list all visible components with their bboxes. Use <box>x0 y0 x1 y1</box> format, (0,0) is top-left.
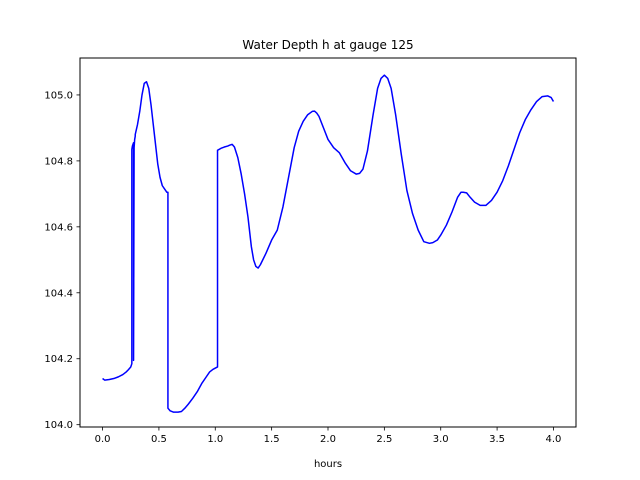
series-line-0 <box>102 74 555 413</box>
y-axis: 104.0 104.2 104.4 104.6 104.8 105.0 <box>44 90 80 431</box>
x-tick-label: 3.0 <box>433 434 449 445</box>
y-tick-label: 104.2 <box>44 354 73 365</box>
y-tick-label: 104.0 <box>44 420 73 431</box>
x-tick-label: 4.0 <box>546 434 562 445</box>
x-tick-label: 3.5 <box>489 434 505 445</box>
x-tick-label: 0.5 <box>151 434 167 445</box>
x-tick-label: 0.0 <box>95 434 111 445</box>
x-tick-label: 1.5 <box>264 434 280 445</box>
x-axis-label: hours <box>314 459 342 470</box>
x-axis: 0.0 0.5 1.0 1.5 2.0 2.5 3.0 3.5 4.0 <box>95 427 562 445</box>
y-tick-label: 104.6 <box>44 222 73 233</box>
y-tick-label: 104.4 <box>44 288 73 299</box>
chart-title: Water Depth h at gauge 125 <box>242 38 413 52</box>
y-tick-label: 105.0 <box>44 90 73 101</box>
x-tick-label: 2.5 <box>376 434 392 445</box>
plot-frame <box>79 57 577 428</box>
x-tick-label: 2.0 <box>320 434 336 445</box>
y-tick-label: 104.8 <box>44 156 73 167</box>
series-layer <box>102 74 555 413</box>
x-tick-label: 1.0 <box>207 434 223 445</box>
